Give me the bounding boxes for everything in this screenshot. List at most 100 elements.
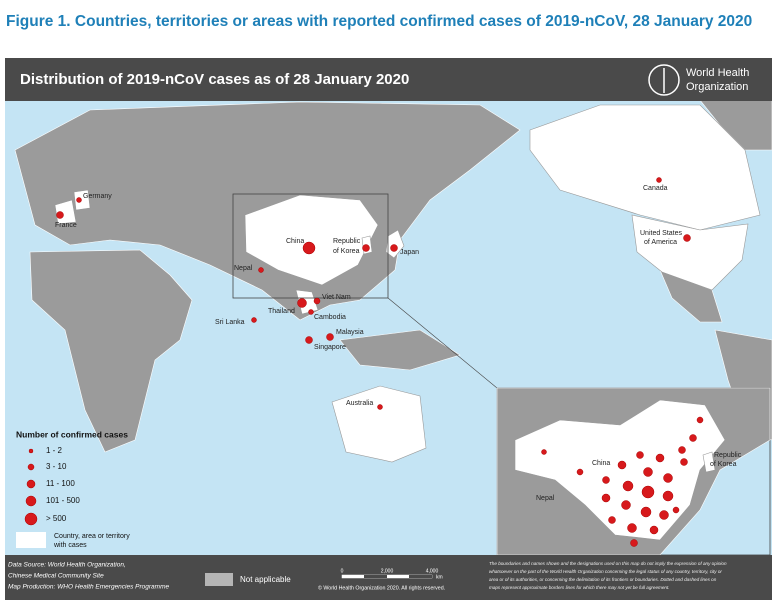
case-dot <box>326 333 334 341</box>
case-dot <box>662 490 674 502</box>
case-dot <box>627 523 637 533</box>
country-label: Singapore <box>314 344 346 351</box>
map-header <box>5 58 772 101</box>
case-dots <box>56 177 691 410</box>
not-applicable-label: Not applicable <box>240 575 291 584</box>
case-dot <box>663 473 673 483</box>
case-dot <box>258 267 264 273</box>
case-dot <box>602 476 610 484</box>
scale-label: 0 <box>341 568 344 574</box>
legend-dot <box>25 495 37 507</box>
case-dot <box>643 467 653 477</box>
islands <box>339 329 461 371</box>
country-label: Republic <box>714 452 742 459</box>
case-dot <box>302 241 316 255</box>
case-dot <box>541 449 547 455</box>
country-label: of America <box>644 239 677 246</box>
case-dot <box>576 468 584 476</box>
case-dot <box>640 506 652 518</box>
australia-area <box>331 385 427 463</box>
case-dot <box>313 297 321 305</box>
china-area <box>244 194 379 286</box>
case-dot <box>601 493 611 503</box>
country-label: Cambodia <box>314 314 346 321</box>
case-dot <box>655 453 665 463</box>
country-label: Australia <box>346 400 373 407</box>
case-dot <box>656 177 662 183</box>
legend-dot <box>24 512 38 526</box>
inset-korea <box>702 451 716 473</box>
country-label: Japan <box>400 249 419 256</box>
disclaimer: area or of its authorities, or concernin… <box>489 577 717 582</box>
case-dot <box>308 309 314 315</box>
japan-area <box>385 229 405 259</box>
case-dot <box>390 244 398 252</box>
not-applicable-swatch <box>205 573 233 586</box>
leader-line <box>387 297 498 389</box>
legend-title: Number of confirmed cases <box>16 429 128 439</box>
case-dot <box>689 434 697 442</box>
inset-china <box>514 399 726 541</box>
legend-label: > 500 <box>46 514 67 523</box>
usa-area <box>631 214 749 291</box>
legend: Number of confirmed cases 1 - 2 3 - 10 1… <box>16 429 130 549</box>
case-dot <box>305 336 313 344</box>
disclaimer: whatsoever on the part of the World Heal… <box>489 569 722 574</box>
case-dot <box>649 525 659 535</box>
inset-map: China Nepal Republic of Korea <box>496 387 771 556</box>
case-dot <box>251 317 257 323</box>
disclaimer: maps represent approximate borders lines… <box>489 585 670 590</box>
country-label: of Korea <box>710 461 737 468</box>
scale-label: 4,000 <box>426 568 439 574</box>
scale-label: km <box>436 574 443 580</box>
legend-label: 11 - 100 <box>46 479 75 488</box>
case-dot <box>636 451 644 459</box>
country-label: Germany <box>83 193 112 200</box>
source-text: Data Source: World Health Organization, <box>8 562 126 569</box>
source-text: Map Production: WHO Health Emergencies P… <box>8 584 170 591</box>
scale-label: 2,000 <box>381 568 394 574</box>
country-label: France <box>55 222 77 229</box>
legend-swatch <box>16 532 46 548</box>
canada-area <box>529 104 761 231</box>
country-label: Thailand <box>268 308 295 315</box>
country-label: United States <box>640 230 683 237</box>
source-text: Chinese Medical Community Site <box>8 573 104 580</box>
legend-label: 1 - 2 <box>46 446 63 455</box>
scale-bar-segment <box>364 575 387 578</box>
africa <box>29 249 193 453</box>
legend-dot <box>27 463 35 471</box>
case-dot <box>377 404 383 410</box>
legend-label: 101 - 500 <box>46 496 80 505</box>
case-dot <box>630 539 638 547</box>
case-dot <box>608 516 616 524</box>
map-title: Distribution of 2019-nCoV cases as of 28… <box>20 71 409 88</box>
legend-label: 3 - 10 <box>46 462 67 471</box>
inset-dots <box>541 416 704 547</box>
country-label: Nepal <box>536 495 555 502</box>
country-label: Nepal <box>234 265 253 272</box>
legend-dot <box>26 479 36 489</box>
figure-title: Figure 1. Countries, territories or area… <box>6 13 752 30</box>
case-dot <box>621 500 631 510</box>
case-dot <box>672 506 680 514</box>
case-dot <box>622 480 634 492</box>
legend-dot <box>28 448 34 454</box>
who-name: Organization <box>686 81 748 93</box>
country-label: Viet Nam <box>322 294 351 301</box>
country-label: Republic <box>333 238 361 245</box>
focus-box <box>232 193 389 299</box>
case-dot <box>683 234 691 242</box>
germany-area <box>73 189 91 211</box>
who-emblem <box>648 64 680 96</box>
case-dot <box>659 510 669 520</box>
country-label: China <box>286 238 304 245</box>
copyright: © World Health Organization 2020. All ri… <box>318 584 445 591</box>
disclaimer: The boundaries and names shown and the d… <box>489 561 727 566</box>
country-label: Sri Lanka <box>215 319 245 326</box>
country-label: China <box>592 460 610 467</box>
case-dot <box>617 460 627 470</box>
case-dot <box>362 244 370 252</box>
